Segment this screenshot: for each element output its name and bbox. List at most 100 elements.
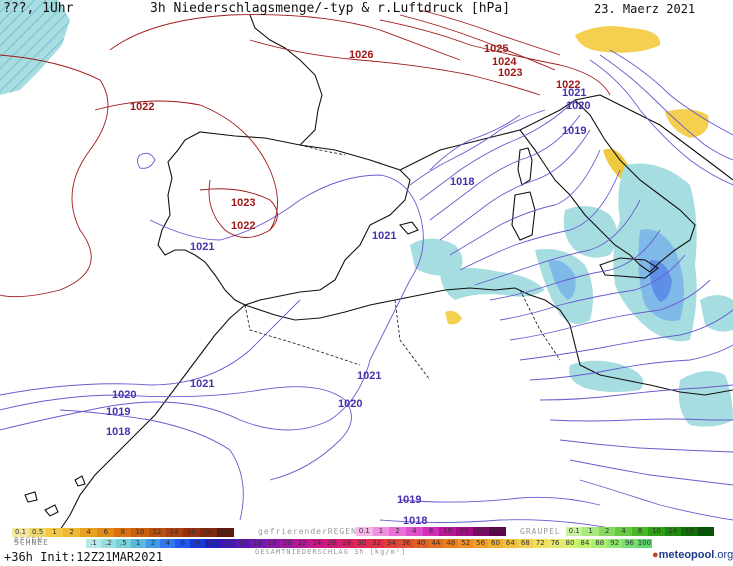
legend-swatch: 28 [339,539,355,548]
isobar-label: 1020 [112,389,136,401]
isobar-label: 1024 [492,56,517,68]
country-borders [244,144,561,381]
legend-graupel-label: GRAUPEL [520,527,561,536]
legend-swatch: 60 [488,539,503,548]
valid-time: ???, 1Uhr [3,1,74,16]
legend-swatch: 1 [46,528,64,537]
legend-swatch: 56 [473,539,489,548]
legend-swatch: 32 [368,539,384,548]
isobar-label: 1019 [562,125,586,137]
legend-total-label: GESAMTNIEDERSCHLAG 3h [kg/m²] [255,548,407,556]
legend-swatch: 4 [405,527,423,536]
snow-area-east [678,371,733,427]
legend-swatch: 2 [598,527,616,536]
isobar-label: 1018 [106,426,130,438]
isobar-label: 1021 [357,370,381,382]
legend-freezing-label: gefrierenderREGEN [258,527,357,536]
isobar-label: 1021 [372,230,396,242]
sardinia-coast [511,191,536,241]
legend-swatch: 2 [145,539,161,548]
legend-swatch: 44 [428,539,444,548]
legend-swatch: 84 [577,539,593,548]
legend-swatch: 4 [160,539,176,548]
legend-swatch: 6 [97,528,115,537]
legend-swatch: 2025+ [489,527,506,536]
legend-swatch: 30 [354,539,369,548]
rain-area-alps [575,26,661,53]
legend-swatch: 72 [532,539,548,548]
legend-swatch: 8 [422,527,440,536]
isobars-red [0,9,611,298]
meteopool-logo[interactable]: ●meteopool.org [652,549,733,561]
france-south-coast [399,129,521,171]
legend-swatch: 40 [413,539,429,548]
isobar-label: 1023 [498,67,522,79]
legend-swatch: 10 [205,539,221,548]
legend-swatch: 88 [592,539,608,548]
france-coast [249,14,323,146]
isobars-blue [0,49,733,531]
legend-swatch: 8 [114,528,132,537]
balearic-coast [398,221,419,235]
legend-swatch: 10 [439,527,456,536]
legend-swatch: 68 [517,539,533,548]
adriatic-coast [574,94,733,181]
legend-swatch: 14 [664,527,682,536]
legend-swatch: 10 [648,527,665,536]
legend-swatch: 12 [220,539,235,548]
sicily-coast [599,257,659,279]
legend-swatch: 16 [182,528,200,537]
legend-swatch: 92 [607,539,623,548]
legend-swatch: 20 [279,539,295,548]
legend-swatch: 12 [148,528,166,537]
morocco-coast [59,304,246,531]
legend-swatch: 1 [582,527,599,536]
legend-swatch: 18 [199,528,217,537]
legend-snow-label: SCHNEE [14,538,49,547]
legend-swatch: 0.1 [12,528,30,537]
legend-swatch: 1 [130,539,146,548]
legend-swatch: 0.5 [29,528,47,537]
isobar-label: 1021 [190,378,214,390]
precipitation-layer [0,0,733,427]
legend-swatch: 2025+ [216,528,234,537]
isobar-label: 1019 [397,494,421,506]
isobar-label: 1022 [556,79,580,91]
legend-swatch: 14 [165,528,183,537]
isobar-label: 1026 [349,49,373,61]
corsica-coast [517,147,533,186]
snow-area-algeria [440,267,545,300]
legend-swatch: 4 [615,527,632,536]
isobar-label: 1021 [190,241,214,253]
isobar-label: 1018 [403,515,427,527]
isobar-label: 1020 [338,398,362,410]
iberia-coast [157,131,411,306]
isobar-label: 1022 [130,101,154,113]
isobar-label: 1021 [562,87,586,99]
legend-swatch: 16 [472,527,490,536]
isobar-labels: 1022 1026 1025 1024 1023 1022 1023 1022 … [106,43,590,527]
legend-swatch: 6 [175,539,191,548]
legend-swatch: 10 [131,528,149,537]
legend-swatch: 4 [80,528,98,537]
north-africa-coast [244,287,733,396]
legend-swatch: 1 [372,527,390,536]
legend-swatch: 2 [389,527,406,536]
isobar-label: 1022 [231,220,255,232]
map-date: 23. Maerz 2021 [594,2,696,16]
legend-swatch: 34 [383,539,399,548]
legend-swatch: 0.1 [356,527,373,536]
legend-swatch: 2025+ [697,527,714,536]
legend-swatch: 100 [636,539,652,548]
legend-swatch: 76 [547,539,563,548]
isobar-label: 1020 [566,100,590,112]
isobar-label: 1025 [484,43,508,55]
legend-swatch: 2 [63,528,81,537]
legend-swatch: 22 [294,539,310,548]
snow-area-balearic [410,238,463,276]
legend-swatch: 8 [190,539,206,548]
legend-swatch: .5 [115,539,131,548]
